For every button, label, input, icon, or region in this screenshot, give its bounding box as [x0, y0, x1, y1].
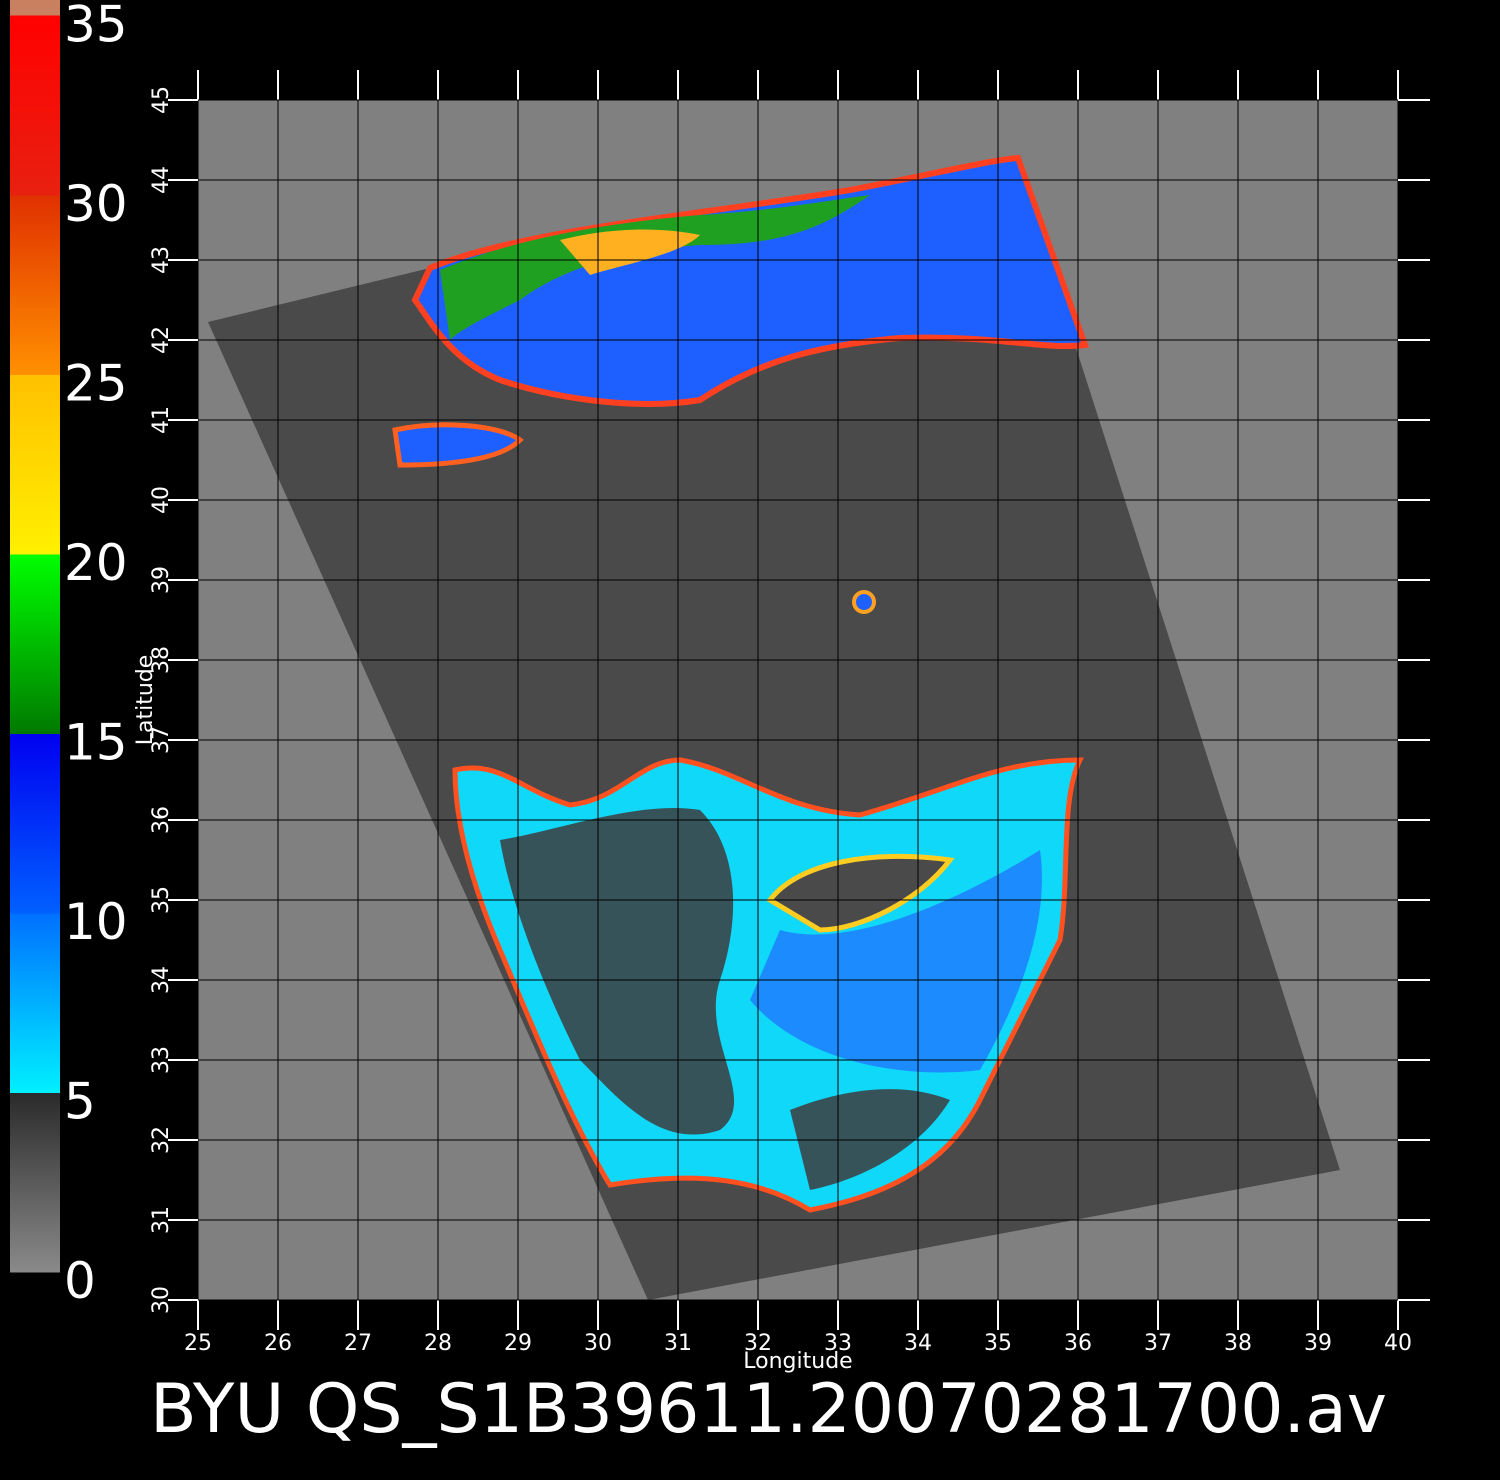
y-tick-label: 44 — [149, 166, 174, 194]
lake — [852, 590, 876, 614]
marmara — [392, 422, 524, 468]
higher-wind-area — [750, 850, 1042, 1073]
colorbar-segment — [10, 374, 60, 555]
y-tick-label: 38 — [149, 646, 174, 674]
colorbar-tick-label: 35 — [64, 0, 128, 54]
colorbar-tick-label: 5 — [64, 1073, 96, 1131]
colorbar-segment — [10, 913, 60, 1093]
colorbar-tick-label: 0 — [64, 1252, 96, 1310]
colorbar-tick-label: 15 — [64, 714, 128, 772]
x-tick-label: 34 — [904, 1331, 932, 1356]
map-title: BYU QS_S1B39611.20070281700.av — [150, 1370, 1387, 1449]
low-wind-area — [500, 807, 735, 1135]
cyprus — [766, 853, 955, 933]
x-tick-label: 28 — [424, 1331, 452, 1356]
y-tick-label: 42 — [149, 326, 174, 354]
y-tick-label: 37 — [149, 726, 174, 754]
colorbar-segment — [10, 15, 60, 196]
x-tick-label: 27 — [344, 1331, 372, 1356]
x-tick-label: 29 — [504, 1331, 532, 1356]
x-tick-label: 33 — [824, 1331, 852, 1356]
x-axis-label: Longitude — [743, 1349, 852, 1374]
colorbar-tick-label: 10 — [64, 893, 128, 951]
y-tick-label: 40 — [149, 486, 174, 514]
x-tick-label: 36 — [1064, 1331, 1092, 1356]
y-tick-label: 36 — [149, 806, 174, 834]
colorbar-tick-label: 30 — [64, 175, 128, 233]
y-tick-label: 45 — [149, 86, 174, 114]
x-tick-label: 38 — [1224, 1331, 1252, 1356]
colorbar-tick-label: 25 — [64, 355, 128, 413]
y-axis-label: Latitude — [133, 655, 158, 746]
y-tick-label: 43 — [149, 246, 174, 274]
colorbar-segment — [10, 195, 60, 375]
y-tick-label: 39 — [149, 566, 174, 594]
map-image — [198, 100, 1398, 1300]
x-tick-label: 32 — [744, 1331, 772, 1356]
y-tick-label: 33 — [149, 1046, 174, 1074]
x-tick-label: 35 — [984, 1331, 1012, 1356]
black-sea-north-shelf — [440, 195, 870, 340]
y-tick-label: 41 — [149, 406, 174, 434]
colorbar-segment — [10, 733, 60, 914]
x-tick-label: 30 — [584, 1331, 612, 1356]
y-tick-label: 34 — [149, 966, 174, 994]
y-tick-label: 35 — [149, 886, 174, 914]
colorbar-top — [10, 0, 60, 18]
colorbar-segment — [10, 554, 60, 734]
colorbar-tick-label: 20 — [64, 534, 128, 592]
x-tick-label: 26 — [264, 1331, 292, 1356]
axes: 25 26 27 28 29 30 31 32 33 34 35 36 37 38 39 40 30 31 32 33… — [133, 70, 1430, 1374]
x-tick-label: 37 — [1144, 1331, 1172, 1356]
y-tick-label: 31 — [149, 1206, 174, 1234]
x-tick-label: 40 — [1384, 1331, 1412, 1356]
x-tick-label: 39 — [1304, 1331, 1332, 1356]
y-tick-label: 32 — [149, 1126, 174, 1154]
x-tick-label: 31 — [664, 1331, 692, 1356]
y-tick-label: 30 — [149, 1286, 174, 1314]
colorbar-segment — [10, 1092, 60, 1273]
x-tick-label: 25 — [184, 1331, 212, 1356]
colorbar: 0 5 10 15 20 25 30 35 — [10, 0, 128, 1310]
black-sea-warm-area — [560, 229, 700, 275]
